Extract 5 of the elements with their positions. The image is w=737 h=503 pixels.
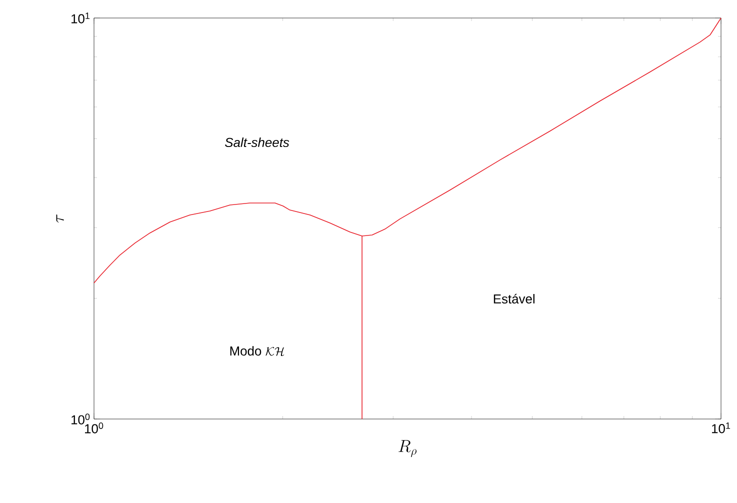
annotation: $\mbox{Modo }\mathcal{KH}$ [230, 346, 284, 356]
y-axis-title: $\tau$ [56, 214, 64, 223]
annotation: Estável [494, 294, 534, 304]
annotation: Salt-sheets [224, 138, 290, 148]
x-axis-title: $R_\rho$ [398, 440, 417, 458]
